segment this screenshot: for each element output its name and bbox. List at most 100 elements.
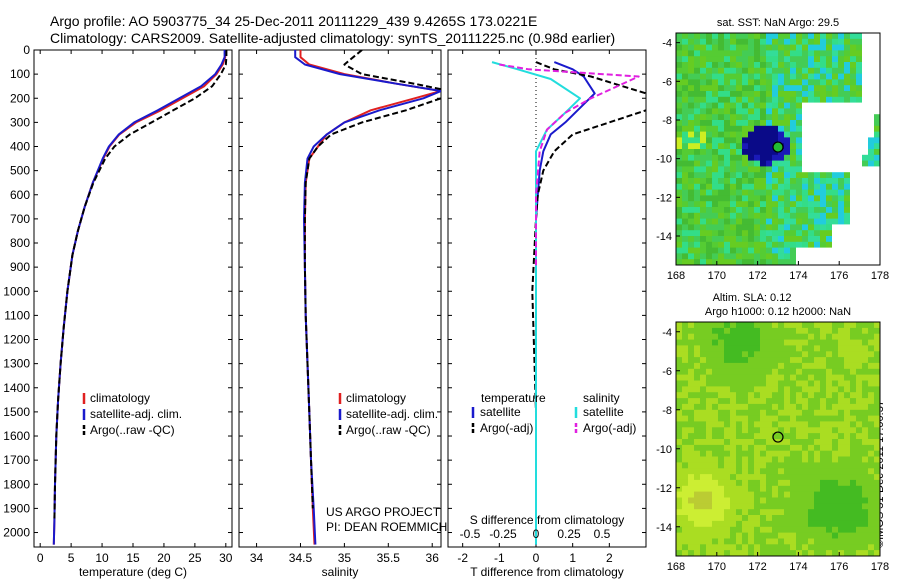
sst-map-cell xyxy=(856,114,863,121)
sst-map-cell xyxy=(694,253,701,260)
sla-map-cell xyxy=(742,374,749,381)
sst-map-cell xyxy=(856,230,863,237)
sla-map-cell xyxy=(796,526,803,534)
sst-map-cell xyxy=(748,56,755,63)
sst-map-cell xyxy=(694,143,701,150)
sla-map-cell xyxy=(772,327,779,335)
difference-xtick-label: -1 xyxy=(494,551,505,565)
sst-map-cell xyxy=(742,241,749,248)
sst-map-cell xyxy=(802,178,809,185)
sla-map-cell xyxy=(694,345,701,352)
sst-map-cell xyxy=(874,207,881,214)
sst-map-cell xyxy=(862,207,869,214)
sst-map-cell xyxy=(778,189,785,196)
sla-map-cell xyxy=(796,468,803,475)
sla-map-cell xyxy=(736,392,743,399)
sla-map-cell xyxy=(850,421,857,428)
sla-map-cell xyxy=(736,339,743,346)
sla-map-cell xyxy=(748,327,755,335)
sla-map-cell xyxy=(868,339,875,346)
sla-map-cell xyxy=(736,491,743,498)
sst-map-cell xyxy=(784,33,791,40)
sla-map-cell xyxy=(706,468,713,475)
sst-map-cell xyxy=(730,50,737,57)
sla-map-cell xyxy=(808,398,815,405)
sla-map-cell xyxy=(754,322,761,329)
sla-map-cell xyxy=(694,380,701,387)
sla-map-cell xyxy=(700,520,707,528)
sla-map-cell xyxy=(688,485,695,493)
sst-map-cell xyxy=(676,241,683,248)
ytick-label: 1100 xyxy=(4,308,30,322)
sst-map-cell xyxy=(820,125,827,132)
sla-map-cell xyxy=(694,444,701,452)
sst-map-cell xyxy=(868,236,875,243)
sla-map-cell xyxy=(700,485,707,493)
sla-map-cell xyxy=(736,550,743,557)
sla-map-cell xyxy=(874,550,881,557)
sla-map-cell xyxy=(718,339,725,346)
sla-map-cell xyxy=(748,398,755,405)
sla-map-cell xyxy=(730,544,737,551)
sst-map-cell xyxy=(754,91,761,98)
sla-map-cell xyxy=(724,351,731,358)
sla-map-cell xyxy=(700,450,707,457)
sst-map-cell xyxy=(826,79,833,86)
sla-map-cell xyxy=(718,474,725,481)
sla-map-cell xyxy=(742,491,749,498)
sla-map-cell xyxy=(736,345,743,352)
sla-map-cell xyxy=(706,550,713,557)
sla-map-cell xyxy=(706,439,713,446)
sst-map-cell xyxy=(814,73,821,80)
sla-map-cell xyxy=(676,520,683,528)
sst-map-cell xyxy=(850,38,857,45)
sst-map-cell xyxy=(700,183,707,190)
sst-map-cell xyxy=(676,85,683,92)
sst-map-cell xyxy=(760,241,767,248)
sla-map-cell xyxy=(850,322,857,329)
sst-map-cell xyxy=(802,56,809,63)
sst-map-cell xyxy=(832,114,839,121)
sla-map-cell xyxy=(874,427,881,434)
sst-map-cell xyxy=(826,236,833,243)
sst-map-cell xyxy=(736,108,743,115)
sst-map-cell xyxy=(778,96,785,103)
sla-map-cell xyxy=(742,439,749,446)
sst-map-cell xyxy=(838,62,845,69)
sla-map-cell xyxy=(874,450,881,457)
sst-map-cell xyxy=(790,44,797,51)
sst-map-cell xyxy=(868,189,875,196)
sst-map-cell xyxy=(682,56,689,63)
sst-map-cell xyxy=(862,241,869,248)
sst-map-cell xyxy=(862,154,869,161)
sla-map-cell xyxy=(766,509,773,516)
sst-map-cell xyxy=(700,160,707,167)
sst-map-cell xyxy=(838,166,845,173)
sla-map-cell xyxy=(712,450,719,457)
sst-map-cell xyxy=(802,195,809,202)
sst-map-cell xyxy=(838,207,845,214)
sst-map-cell xyxy=(814,224,821,231)
sst-map-cell xyxy=(796,212,803,219)
sla-map-cell xyxy=(784,462,791,469)
sla-map-cell xyxy=(802,362,809,370)
sst-map-cell xyxy=(736,33,743,40)
sla-map-cell xyxy=(676,450,683,457)
sst-map-cell xyxy=(844,85,851,92)
sla-map-cell xyxy=(838,333,845,340)
sst-map-cell xyxy=(760,172,767,179)
sst-map-cell xyxy=(820,137,827,144)
sst-map-cell xyxy=(760,91,767,98)
sst-map-cell xyxy=(850,73,857,80)
sla-map-cell xyxy=(868,456,875,463)
sst-map-cell xyxy=(682,195,689,202)
sst-map-cell xyxy=(820,207,827,214)
sst-map-cell xyxy=(766,96,773,103)
sst-map-cell xyxy=(778,149,785,156)
sst-map-cell xyxy=(862,201,869,208)
sst-map-cell xyxy=(754,96,761,103)
ytick-label: 1500 xyxy=(3,405,30,419)
sst-map-cell xyxy=(796,201,803,208)
sla-map-cell xyxy=(724,409,731,417)
